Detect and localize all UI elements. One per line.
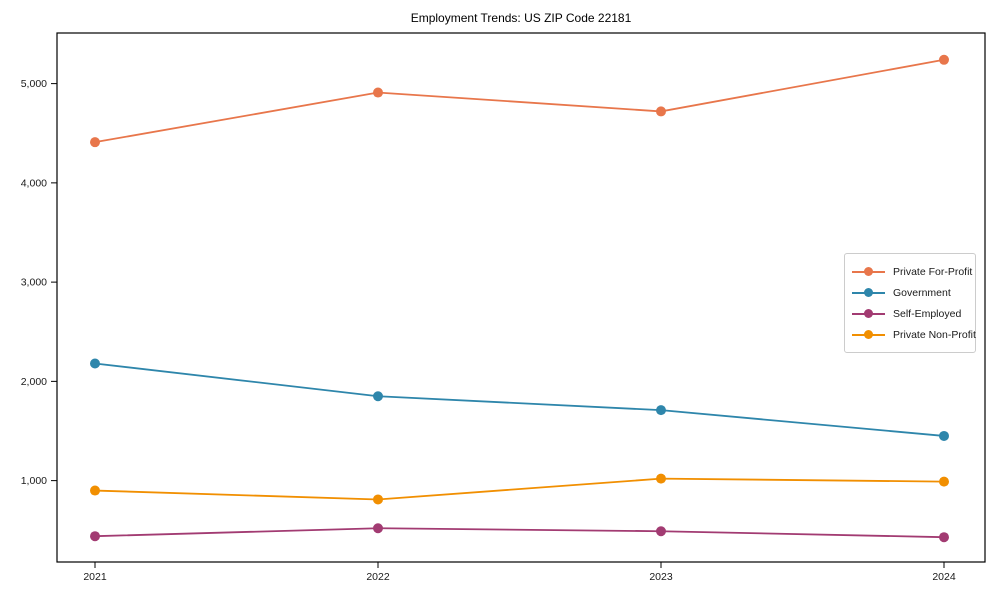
chart-title: Employment Trends: US ZIP Code 22181 (410, 11, 632, 25)
data-point-self-employed-2022 (373, 523, 383, 534)
data-point-private-for-profit-2024 (939, 54, 949, 65)
data-point-private-for-profit-2022 (373, 87, 383, 98)
x-tick-label: 2022 (366, 571, 390, 583)
legend-label: Private Non-Profit (893, 328, 976, 341)
data-point-private-for-profit-2021 (90, 137, 100, 148)
legend-item-government: Government (852, 282, 967, 303)
legend-marker-icon (852, 309, 885, 319)
series-line-private-non-profit (94, 477, 945, 501)
data-point-government-2024 (939, 430, 949, 441)
data-point-self-employed-2021 (90, 531, 100, 542)
series-line-government (94, 362, 945, 437)
data-point-self-employed-2023 (656, 526, 666, 537)
y-tick-label: 1,000 (21, 475, 47, 487)
series-line-self-employed (94, 527, 945, 539)
legend-label: Private For-Profit (893, 265, 973, 278)
data-point-government-2023 (656, 405, 666, 416)
data-point-private-non-profit-2023 (656, 473, 666, 484)
legend: Private For-Profit Government Self-Employe… (844, 253, 976, 353)
data-point-private-for-profit-2023 (656, 106, 666, 117)
series-line-private-for-profit (94, 58, 945, 144)
legend-marker-icon (852, 288, 885, 298)
plot-frame (56, 32, 986, 563)
x-tick-label: 2021 (83, 571, 107, 583)
data-point-private-non-profit-2021 (90, 485, 100, 496)
x-tick-label: 2023 (649, 571, 673, 583)
data-point-private-non-profit-2024 (939, 476, 949, 487)
data-point-private-non-profit-2022 (373, 494, 383, 505)
y-tick-label: 3,000 (21, 277, 47, 289)
x-tick-label: 2024 (932, 571, 956, 583)
data-point-government-2022 (373, 391, 383, 402)
y-tick-label: 4,000 (21, 177, 47, 189)
legend-label: Government (893, 286, 951, 299)
legend-marker-icon (852, 330, 885, 340)
legend-label: Self-Employed (893, 307, 962, 320)
data-point-government-2021 (90, 358, 100, 369)
legend-item-private-for-profit: Private For-Profit (852, 261, 972, 282)
legend-item-private-non-profit: Private Non-Profit (852, 324, 976, 345)
y-tick-label: 2,000 (21, 376, 47, 388)
data-point-self-employed-2024 (939, 532, 949, 543)
legend-item-self-employed: Self-Employed (852, 303, 967, 324)
y-tick-label: 5,000 (21, 78, 47, 90)
legend-marker-icon (852, 267, 885, 277)
